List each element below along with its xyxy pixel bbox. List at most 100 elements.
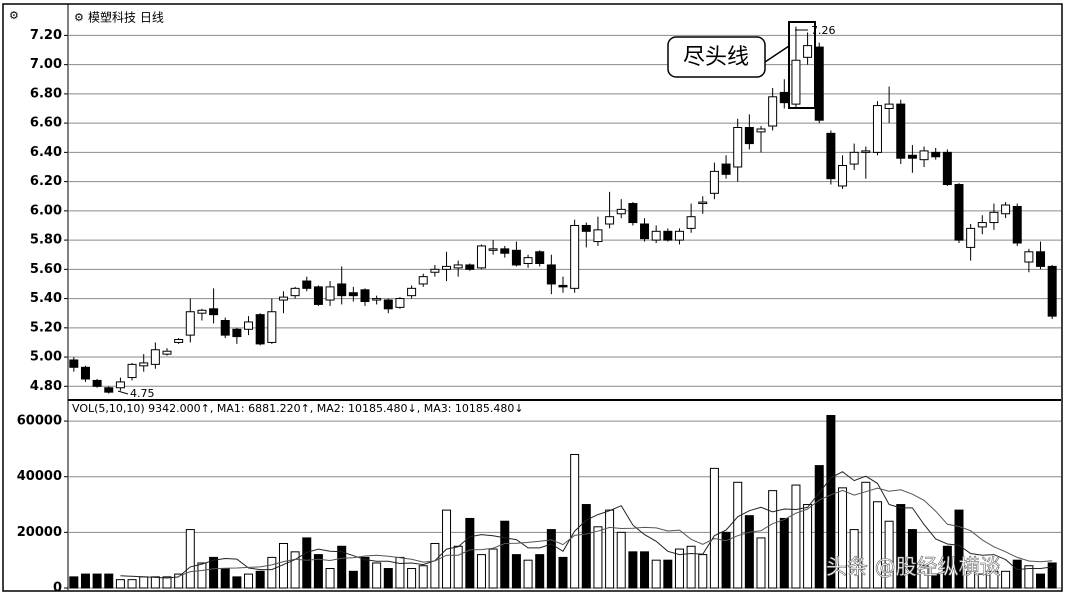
candle-body <box>919 150 929 161</box>
volume-bar <box>605 509 615 589</box>
candle-body <box>69 359 79 368</box>
volume-bar <box>92 573 102 589</box>
volume-bar <box>139 576 149 589</box>
volume-bar <box>523 559 533 589</box>
candle-body <box>1036 251 1046 267</box>
candle-body <box>337 283 347 297</box>
volume-bar <box>383 568 393 589</box>
candle-body <box>721 163 731 175</box>
candle-body <box>244 321 254 330</box>
volume-bar <box>989 570 999 589</box>
volume-bar <box>104 573 114 589</box>
volume-bar <box>779 517 789 589</box>
volume-bar <box>80 573 90 589</box>
candle-body <box>1047 265 1057 317</box>
volume-bar <box>721 531 731 589</box>
candle-body <box>989 211 999 224</box>
candle-body <box>861 150 871 153</box>
volume-bar <box>232 576 242 589</box>
candle-body <box>267 311 277 343</box>
volume-bar <box>803 504 813 589</box>
candle-body <box>814 46 824 121</box>
volume-bar <box>1012 559 1022 589</box>
candle-body <box>779 91 789 104</box>
volume-bar <box>558 556 568 589</box>
candle-body <box>1012 205 1022 244</box>
volume-bar <box>709 467 719 589</box>
candle-body <box>663 230 673 241</box>
volume-bar <box>115 579 125 589</box>
volume-bar <box>290 551 300 589</box>
frame <box>2 3 1063 592</box>
volume-bar <box>966 570 976 589</box>
candle-body <box>1001 204 1011 215</box>
volume-bar <box>698 554 708 589</box>
volume-bar <box>744 515 754 589</box>
candle-body <box>640 223 650 240</box>
volume-bar <box>814 465 824 589</box>
arrow <box>117 390 129 395</box>
volume-bar <box>418 565 428 589</box>
volume-bar <box>1001 570 1011 589</box>
candle-body <box>803 45 813 58</box>
candle-body <box>546 264 556 285</box>
y-tick-label: 6.60 <box>30 116 62 131</box>
candle-body <box>838 165 848 187</box>
candle-body <box>197 309 207 314</box>
candle-body <box>372 298 382 301</box>
candle-body <box>220 320 230 336</box>
candle-body <box>150 349 160 365</box>
candle-body <box>92 379 102 387</box>
volume-bar <box>278 542 288 589</box>
y-tick-label: 20000 <box>17 525 62 540</box>
candle-body <box>651 230 661 241</box>
volume-bar <box>267 556 277 589</box>
volume-bar <box>546 529 556 589</box>
plot: 4.80 5.00 5.20 5.40 5.60 5.80 6.00 6.20 6.40 6.60… <box>17 26 1061 596</box>
volume-bar <box>302 537 312 589</box>
volume-bar <box>1024 565 1034 589</box>
candle-body <box>896 103 906 159</box>
candle-body <box>407 287 417 297</box>
icon: ⚙ <box>9 9 19 22</box>
volume-bar <box>127 579 137 589</box>
volume-bar <box>220 568 230 589</box>
volume-bar <box>313 554 323 589</box>
volume-header: VOL(5,10,10) 9342.000↑, MA1: 6881.220↑, … <box>72 402 524 415</box>
annotations: 尽头线 7.26 4.75 <box>117 21 836 400</box>
volume-bar <box>1047 562 1057 589</box>
candle-body <box>162 350 172 355</box>
volume-bar <box>942 545 952 589</box>
candle-body <box>872 105 882 153</box>
candle-body <box>476 245 486 269</box>
volume-bar <box>407 568 417 589</box>
volume-bar <box>861 481 871 589</box>
candle-body <box>430 268 440 273</box>
candle-body <box>756 128 766 133</box>
y-tick-label: 6.20 <box>30 174 62 189</box>
volume-bar <box>372 562 382 589</box>
volume-bar <box>395 556 405 589</box>
highlight-box <box>788 21 816 109</box>
volume-bar <box>348 570 358 589</box>
volume-bar <box>244 573 254 589</box>
chart-title: 模塑科技 日线 <box>88 10 164 25</box>
y-tick-label: 40000 <box>17 469 62 484</box>
candle-body <box>418 276 428 285</box>
volume-bar <box>826 415 836 589</box>
candle-body <box>954 184 964 241</box>
candle-body <box>80 366 90 380</box>
candle-body <box>674 230 684 241</box>
candle-body <box>232 328 242 338</box>
volume-bar <box>593 526 603 589</box>
watermark: 头条 @股经纵横谈 <box>826 555 1001 579</box>
candle-body <box>698 201 708 205</box>
volume-bar <box>185 529 195 589</box>
candle-body <box>325 286 335 301</box>
candle-body <box>290 287 300 297</box>
candle-body <box>278 296 288 301</box>
candle-body <box>977 222 987 228</box>
candle-body <box>535 251 545 264</box>
candle-body <box>500 248 510 254</box>
volume-bar <box>511 554 521 589</box>
